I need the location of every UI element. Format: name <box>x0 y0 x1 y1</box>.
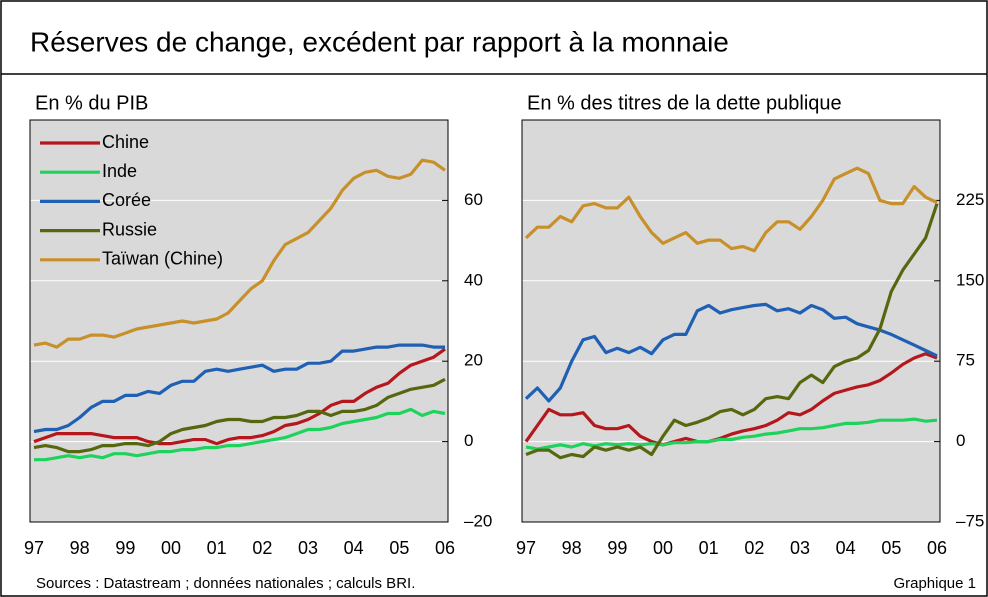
x-tick-label: 05 <box>389 538 409 558</box>
figure-label: Graphique 1 <box>893 575 976 592</box>
x-tick-label: 04 <box>344 538 364 558</box>
plot-border <box>521 119 941 523</box>
series-line <box>33 343 445 434</box>
plot-area <box>522 120 940 522</box>
series-line <box>33 377 446 454</box>
x-tick-label: 06 <box>927 538 947 558</box>
plot-border <box>29 119 449 523</box>
y-tick-label: 150 <box>956 270 984 289</box>
y-tick-label: –75 <box>956 511 984 530</box>
y-tick-label: 40 <box>464 270 483 289</box>
x-tick-label: 00 <box>653 538 673 558</box>
panel-title: En % du PIB <box>35 92 148 114</box>
x-tick-label: 05 <box>881 538 901 558</box>
x-tick-label: 06 <box>435 538 455 558</box>
y-tick-label: 0 <box>464 431 473 450</box>
panel-title: En % des titres de la dette publique <box>527 92 842 114</box>
y-tick-label: 75 <box>956 351 975 370</box>
x-tick-label: 99 <box>115 538 135 558</box>
legend-label: Chine <box>102 132 149 152</box>
x-tick-label: 03 <box>790 538 810 558</box>
y-tick-label: 0 <box>956 431 965 450</box>
x-tick-label: 01 <box>699 538 719 558</box>
legend-label: Russie <box>102 219 157 239</box>
x-tick-label: 00 <box>161 538 181 558</box>
x-tick-label: 98 <box>70 538 90 558</box>
legend-label: Taïwan (Chine) <box>102 249 223 269</box>
y-tick-label: 60 <box>464 190 483 209</box>
x-tick-label: 97 <box>24 538 44 558</box>
y-tick-label: 225 <box>956 190 984 209</box>
legend-label: Corée <box>102 190 151 210</box>
y-tick-label: –20 <box>464 511 492 530</box>
series-line <box>524 166 938 253</box>
x-tick-label: 02 <box>744 538 764 558</box>
figure-title: Réserves de change, excédent par rapport… <box>30 26 729 57</box>
x-tick-label: 04 <box>836 538 856 558</box>
x-tick-label: 03 <box>298 538 318 558</box>
series-line <box>34 407 446 462</box>
series-line <box>525 203 939 460</box>
x-tick-label: 02 <box>252 538 272 558</box>
x-tick-label: 98 <box>562 538 582 558</box>
series-line <box>33 347 446 446</box>
legend-label: Inde <box>102 161 137 181</box>
plot-area <box>30 120 448 522</box>
y-tick-label: 20 <box>464 351 483 370</box>
series-line <box>33 158 446 349</box>
source-note: Sources : Datastream ; données nationale… <box>36 575 415 592</box>
x-tick-label: 01 <box>207 538 227 558</box>
x-tick-label: 99 <box>607 538 627 558</box>
series-line <box>524 302 938 403</box>
x-tick-label: 97 <box>516 538 536 558</box>
series-line <box>524 352 938 447</box>
